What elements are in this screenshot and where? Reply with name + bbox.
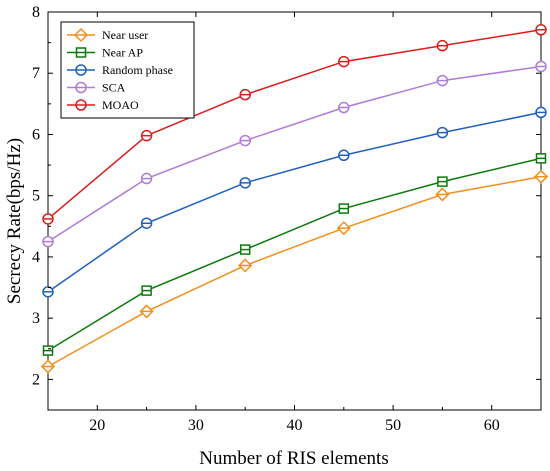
- legend: Near user Near AP Random phase SCA MOAO: [60, 21, 195, 119]
- series-line: [47, 111, 542, 293]
- legend-label: SCA: [102, 81, 126, 95]
- series-random-phase: [42, 106, 547, 298]
- legend-marker: [75, 64, 87, 76]
- legend-entry: Near user: [67, 27, 148, 43]
- legend-label: Near user: [102, 28, 148, 42]
- data-point: [435, 187, 450, 202]
- data-point: [535, 106, 547, 119]
- x-tick-label: 30: [188, 417, 204, 434]
- data-point: [42, 286, 54, 298]
- data-point: [42, 235, 54, 248]
- legend-label: MOAO: [102, 98, 139, 112]
- data-point: [535, 60, 547, 73]
- legend-marker: [75, 99, 87, 111]
- data-point: [140, 129, 153, 142]
- data-point: [238, 258, 253, 273]
- data-point: [40, 359, 56, 374]
- y-tick-label: 8: [32, 4, 40, 21]
- data-point: [239, 134, 251, 147]
- data-point: [436, 74, 449, 87]
- data-point: [437, 176, 448, 187]
- data-point: [336, 221, 351, 236]
- data-point: [239, 88, 251, 101]
- series-sca: [42, 60, 547, 248]
- series-line: [47, 29, 542, 220]
- x-axis-ticks: 20 30 40 50 60: [47, 12, 542, 434]
- legend-marker: [75, 47, 87, 58]
- x-axis-title: Number of RIS elements: [199, 448, 388, 469]
- y-tick-label: 7: [32, 65, 40, 82]
- y-tick-label: 5: [32, 188, 40, 205]
- data-point: [338, 149, 350, 162]
- data-point: [140, 217, 153, 229]
- data-point: [42, 213, 54, 225]
- series-near-ap: [42, 153, 547, 356]
- data-point: [535, 24, 547, 36]
- y-tick-label: 4: [32, 249, 40, 266]
- y-axis-ticks: 2 3 4 5 6 7 8: [32, 4, 541, 388]
- data-point: [141, 285, 152, 296]
- series-line: [47, 175, 542, 368]
- x-tick-label: 50: [385, 417, 401, 434]
- legend-label: Random phase: [102, 63, 173, 77]
- data-point: [436, 126, 449, 139]
- legend-entry: MOAO: [67, 98, 139, 112]
- x-tick-label: 40: [287, 417, 303, 434]
- data-point: [139, 304, 154, 319]
- x-tick-label: 60: [484, 417, 500, 434]
- data-point: [239, 244, 251, 255]
- series-moao: [42, 24, 547, 225]
- plot-area: [40, 11, 549, 411]
- data-point: [533, 169, 549, 184]
- y-tick-label: 3: [32, 310, 40, 327]
- data-point: [338, 101, 350, 114]
- data-point: [239, 177, 251, 189]
- data-point: [338, 203, 350, 214]
- y-tick-label: 6: [32, 126, 40, 143]
- data-point: [140, 172, 153, 185]
- series-near-user: [40, 169, 549, 374]
- data-point: [42, 345, 54, 356]
- legend-entry: Near AP: [67, 46, 143, 60]
- legend-label: Near AP: [102, 46, 143, 60]
- series-line: [47, 65, 542, 243]
- legend-entry: Random phase: [67, 63, 173, 77]
- data-point: [535, 153, 547, 164]
- x-tick-label: 20: [89, 417, 105, 434]
- legend-marker: [75, 81, 87, 94]
- data-point: [436, 39, 449, 52]
- legend-marker: [73, 27, 89, 43]
- series-line: [47, 157, 542, 352]
- y-axis-title: Secrecy Rate(bps/Hz): [4, 138, 25, 304]
- data-point: [338, 55, 350, 68]
- y-tick-label: 2: [32, 371, 40, 388]
- legend-entry: SCA: [67, 81, 126, 95]
